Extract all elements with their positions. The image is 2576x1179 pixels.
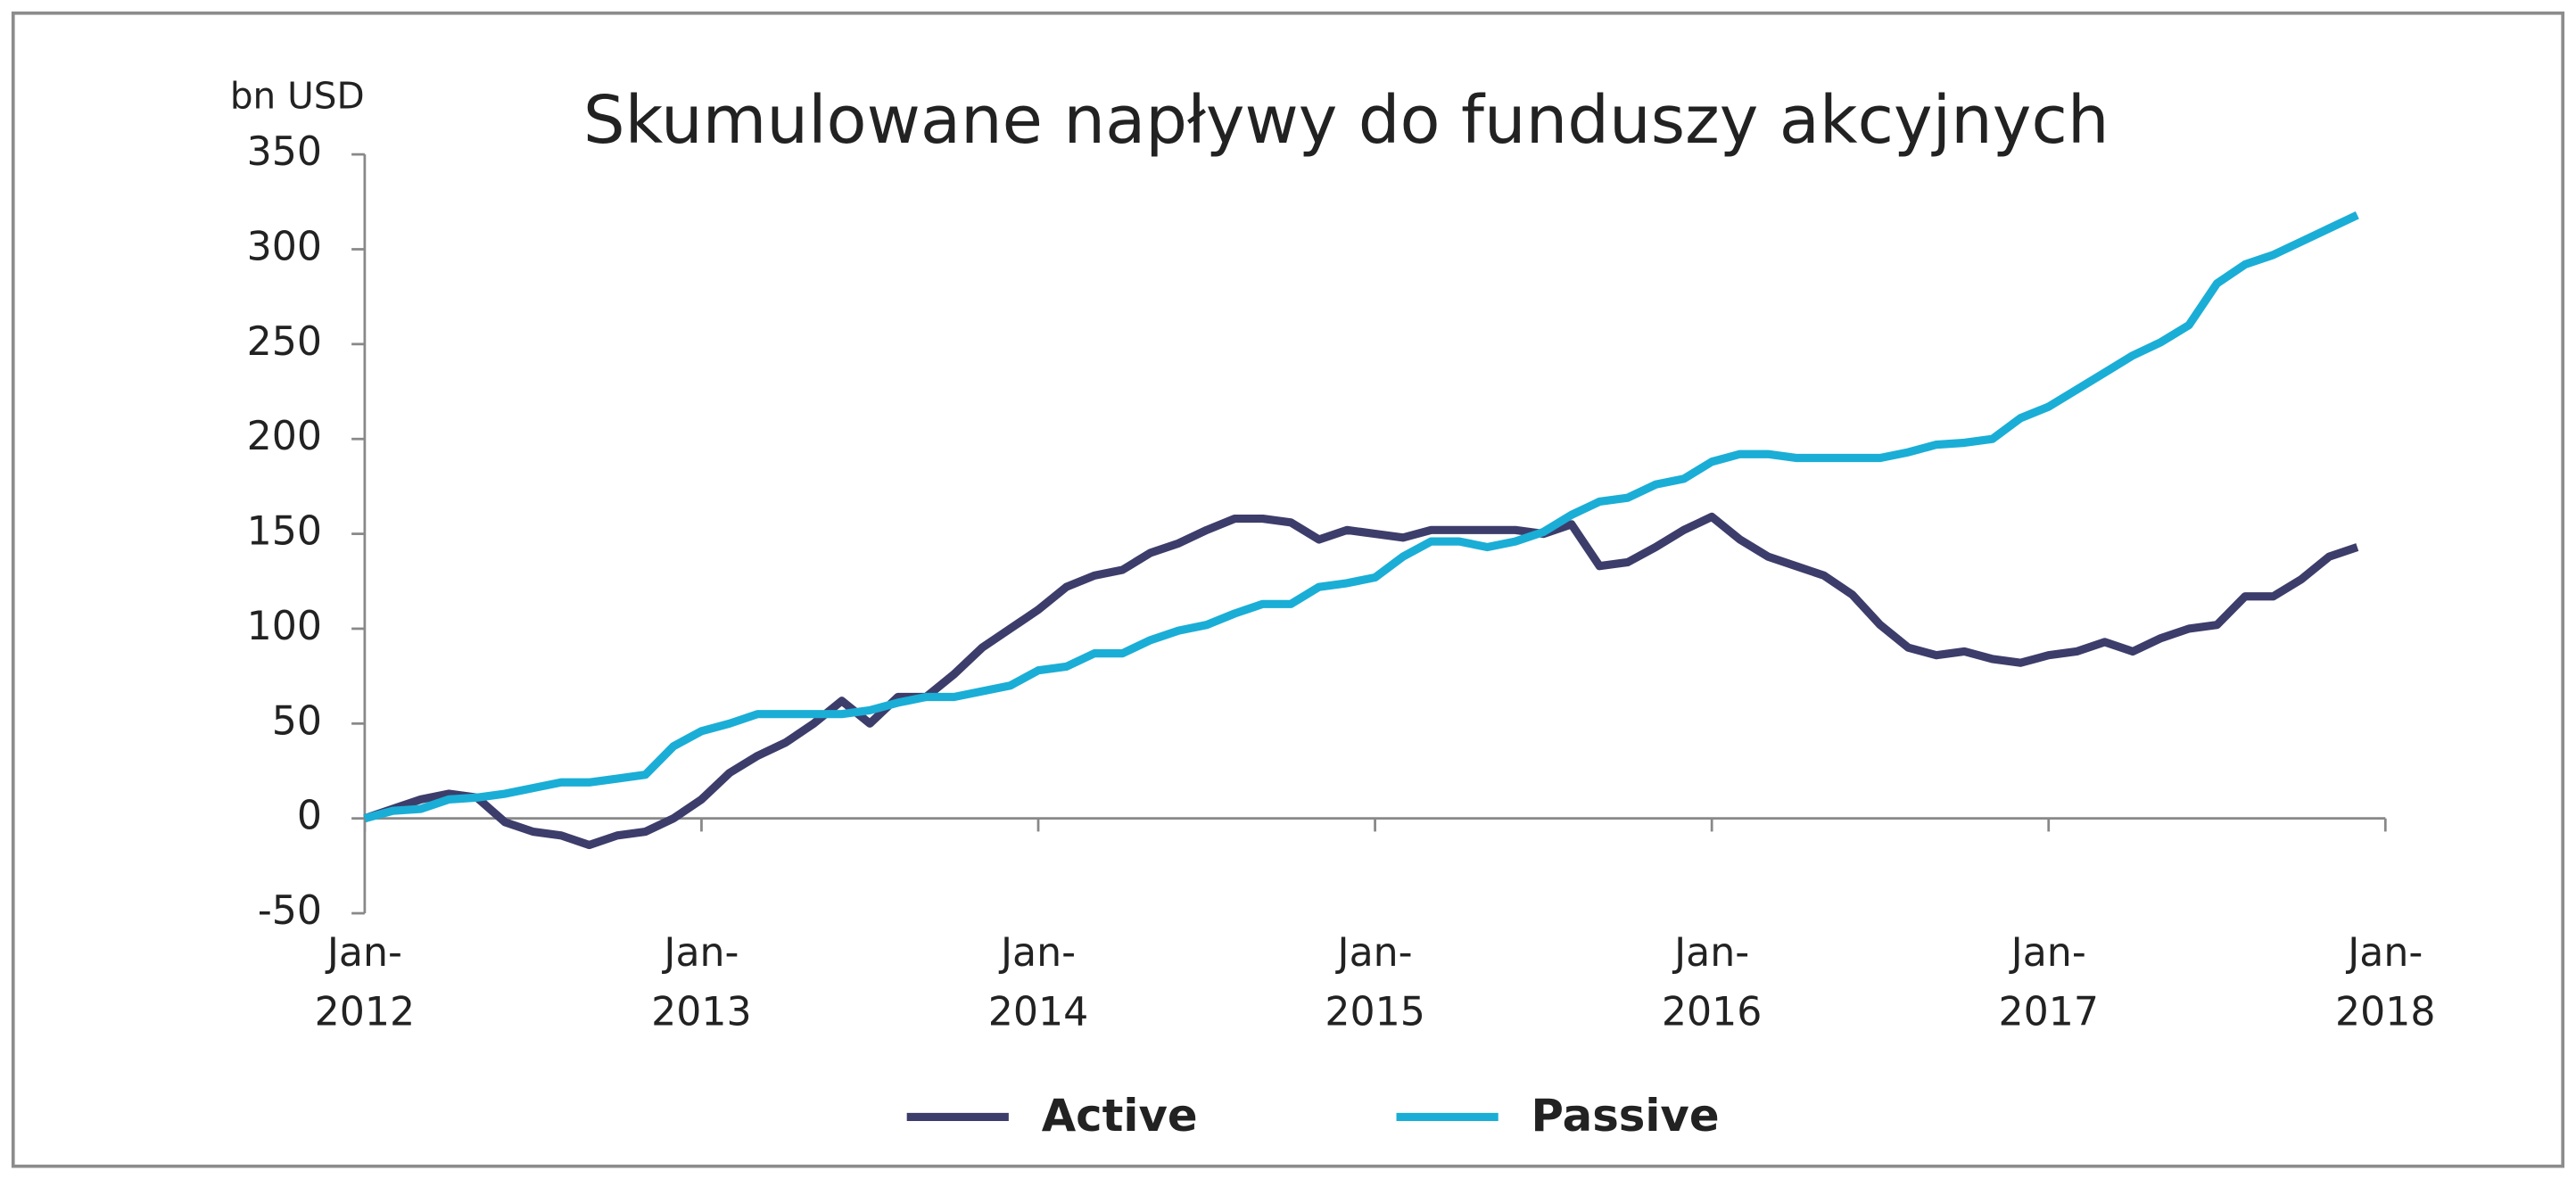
legend-label: Active <box>1042 1090 1198 1142</box>
x-tick-label: Jan- 2018 <box>2335 929 2436 1035</box>
x-tick-label: Jan- 2015 <box>1325 929 1425 1035</box>
y-tick-label: 200 <box>247 414 322 459</box>
chart-title: Skumulowane napływy do funduszy akcyjnyc… <box>583 83 2110 159</box>
y-tick-label: 50 <box>272 698 322 744</box>
y-tick-label: 100 <box>247 604 322 649</box>
line-series <box>363 512 2359 850</box>
y-tick-label: 300 <box>247 224 322 269</box>
y-tick-label: 250 <box>247 319 322 365</box>
y-tick-label: -50 <box>258 888 322 934</box>
x-tick-label: Jan- 2014 <box>987 929 1089 1035</box>
frame <box>11 11 2565 1168</box>
x-tick-label: Jan- 2012 <box>314 929 416 1035</box>
y-tick-label: 0 <box>297 794 322 839</box>
x-tick-label: Jan- 2016 <box>1661 929 1763 1035</box>
y-axis-label: bn USD <box>230 75 365 118</box>
x-tick-label: Jan- 2013 <box>651 929 752 1035</box>
y-tick-label: 350 <box>247 129 322 175</box>
y-tick-label: 150 <box>247 509 322 555</box>
x-tick-label: Jan- 2017 <box>1998 929 2099 1035</box>
line-series <box>363 211 2359 823</box>
legend-label: Passive <box>1532 1090 1720 1142</box>
